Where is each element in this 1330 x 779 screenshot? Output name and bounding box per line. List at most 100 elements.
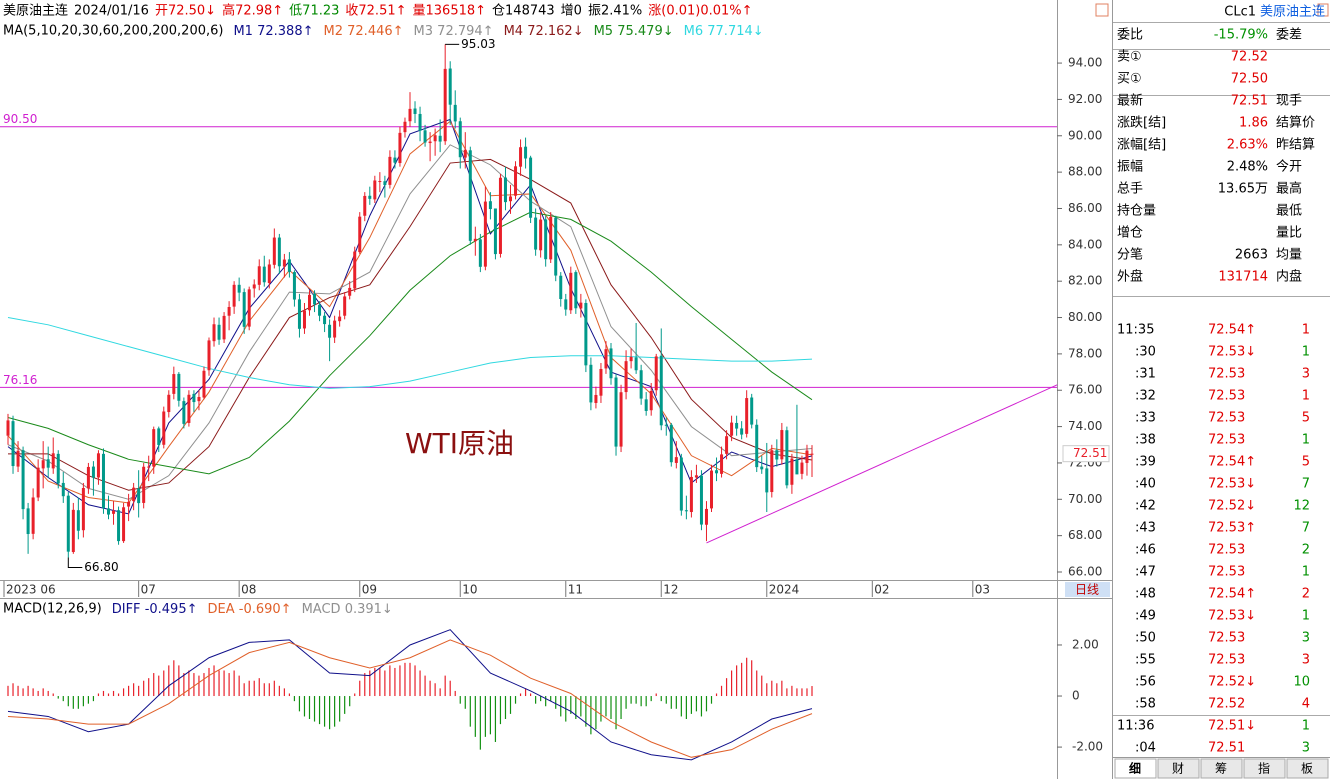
candle-body: [428, 141, 432, 144]
trade-volume: 5: [1302, 411, 1310, 426]
candle-body: [11, 421, 15, 467]
y-tick-label: 74.00: [1068, 419, 1102, 433]
candle-body: [408, 108, 412, 122]
window-icon[interactable]: [1317, 3, 1329, 17]
legend-entry: M6 77.714↓: [684, 24, 764, 39]
trade-price: 72.51: [1208, 741, 1245, 756]
window-icon[interactable]: [1095, 3, 1109, 17]
candle-body: [66, 495, 70, 552]
candle-body: [463, 149, 467, 158]
tab[interactable]: [1286, 758, 1329, 779]
candle-body: [669, 424, 673, 463]
candle-body: [584, 302, 588, 366]
tab-label[interactable]: 财: [1172, 762, 1184, 776]
period-tab[interactable]: [1065, 582, 1110, 597]
quote-label: 振幅: [1117, 160, 1143, 175]
candle-body: [86, 466, 90, 489]
candle-body: [498, 177, 502, 254]
candle-body: [599, 368, 603, 396]
trade-price: 72.53↑: [1208, 521, 1256, 536]
trade-volume: 1: [1302, 323, 1310, 338]
tab-label[interactable]: 筹: [1215, 762, 1227, 776]
legend-name: M1: [233, 24, 253, 39]
trade-time: :56: [1135, 675, 1156, 690]
candle-body: [297, 299, 301, 329]
candle-body: [222, 315, 226, 340]
candle-body: [313, 293, 317, 305]
tab-label[interactable]: 板: [1301, 762, 1313, 776]
quote-label: 委差: [1276, 28, 1302, 43]
date-label: 07: [141, 583, 156, 597]
candle-body: [36, 467, 40, 498]
trade-time: :58: [1135, 697, 1156, 712]
quote-label: 涨跌[结]: [1117, 115, 1166, 131]
candle-body: [157, 428, 161, 445]
quote-label: 买①: [1117, 72, 1142, 87]
trade-price: 72.53: [1208, 543, 1245, 558]
trade-time: :40: [1135, 477, 1156, 492]
trade-volume: 1: [1302, 345, 1310, 360]
candle-body: [21, 450, 25, 510]
candle-body: [348, 287, 352, 296]
candle-body: [619, 392, 623, 447]
candle-body: [810, 453, 814, 455]
candle-body: [257, 266, 261, 285]
candle-body: [654, 356, 658, 391]
trade-time: :39: [1135, 455, 1156, 470]
quote-label: 增仓: [1117, 226, 1143, 241]
candle-body: [594, 394, 598, 403]
candle-body: [704, 508, 708, 525]
tab-label[interactable]: 细: [1129, 761, 1141, 776]
quote-value: -15.79%: [1214, 28, 1268, 43]
candle-body: [735, 422, 739, 429]
trade-price: 72.53: [1208, 433, 1245, 448]
legend-name: M5: [594, 24, 614, 39]
header-field: 收72.51↑: [345, 4, 406, 19]
candle-body: [16, 450, 20, 467]
candle-body: [26, 508, 30, 535]
tab[interactable]: [1157, 758, 1200, 779]
tab[interactable]: [1243, 758, 1286, 779]
header-field: 低71.23: [289, 4, 339, 19]
candle-body: [197, 396, 201, 402]
legend-name: M6: [684, 24, 704, 39]
y-tick-label: 94.00: [1068, 56, 1102, 70]
quote-label: 最新: [1117, 93, 1143, 109]
quote-label: 内盘: [1276, 269, 1302, 285]
ma-title: MA(5,10,20,30,60,200,200,200,6): [3, 24, 223, 39]
candle-body: [333, 320, 337, 338]
trade-volume: 1: [1302, 433, 1310, 448]
candle-body: [81, 488, 85, 531]
legend-entry: DIFF -0.495↑: [112, 602, 198, 617]
trade-price: 72.52↓: [1208, 675, 1256, 690]
quote-label: 涨幅[结]: [1117, 138, 1166, 153]
trade-time: :50: [1135, 631, 1156, 646]
y-tick-label: 76.00: [1068, 383, 1102, 397]
candle-body: [710, 470, 713, 509]
period-label[interactable]: 日线: [1075, 583, 1099, 597]
tab[interactable]: [1114, 758, 1157, 779]
candle-body: [760, 466, 764, 470]
candle-body: [328, 324, 332, 338]
candle-body: [127, 501, 131, 507]
candle-body: [56, 453, 60, 484]
legend-entry: MACD 0.391↓: [302, 602, 393, 617]
candle-body: [453, 104, 457, 122]
tab-label[interactable]: 指: [1258, 761, 1270, 776]
candle-body: [775, 450, 779, 460]
trade-volume: 1: [1302, 719, 1310, 734]
candle-body: [785, 430, 789, 486]
y-tick-label: 92.00: [1068, 92, 1102, 106]
trade-price: 72.53↓: [1208, 609, 1256, 624]
trade-price: 72.53↓: [1208, 345, 1256, 360]
candle-body: [674, 457, 678, 463]
header-field: 美原油主连: [3, 3, 68, 19]
candle-body: [639, 370, 643, 399]
candle-body: [343, 296, 347, 316]
candle-body: [609, 348, 613, 379]
date-label: 12: [663, 583, 678, 597]
candle-body: [604, 349, 608, 369]
candle-body: [267, 264, 271, 284]
quote-label: 外盘: [1117, 269, 1143, 285]
tab[interactable]: [1200, 758, 1243, 779]
